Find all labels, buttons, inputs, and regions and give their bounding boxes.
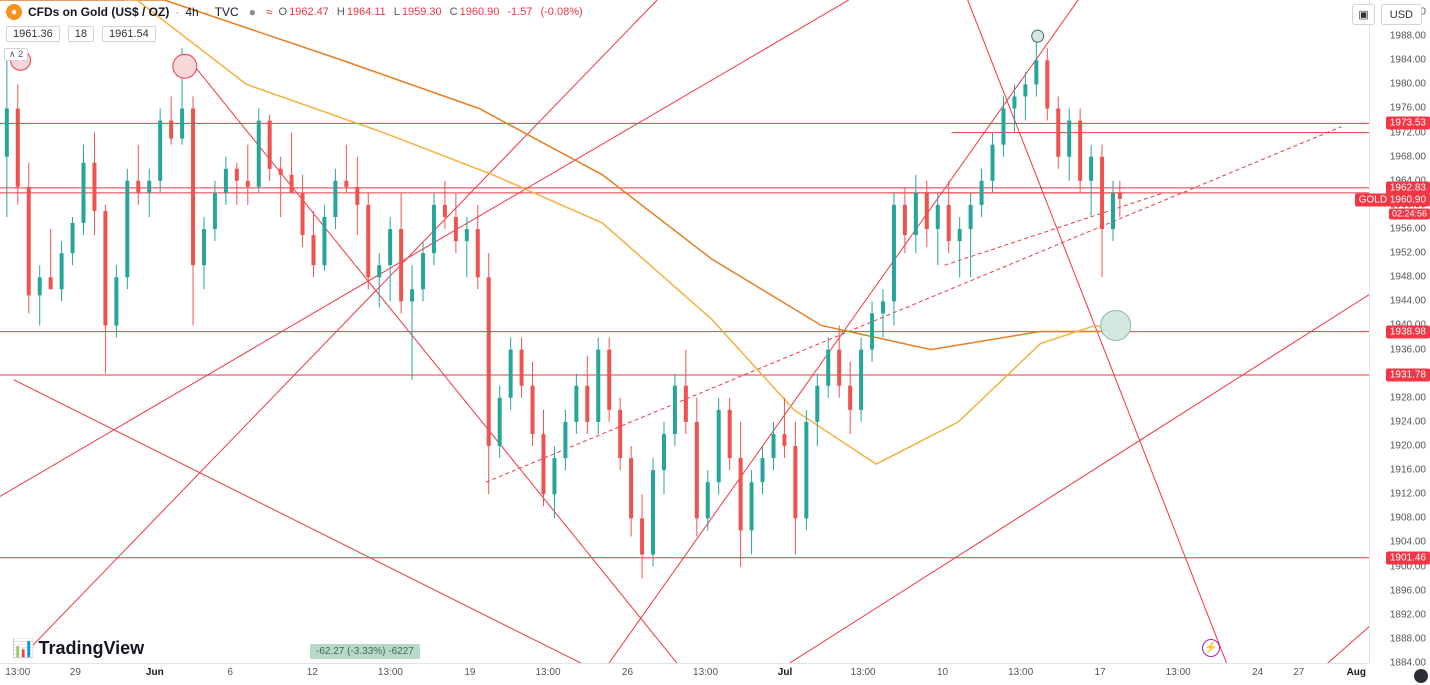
indicator-badge: -62.27 (-3.33%) -6227 bbox=[310, 644, 420, 659]
ohlc-block: O1962.47 H1964.11 L1959.30 C1960.90 -1.5… bbox=[279, 6, 583, 18]
time-axis[interactable]: 13:0029Jun61213:001913:002613:00Jul13:00… bbox=[0, 663, 1370, 685]
toolbar-right: ▣ USD bbox=[1352, 4, 1422, 25]
chart-header: ● CFDs on Gold (US$ / OZ) · 4h · TVC ● ≈… bbox=[6, 4, 583, 20]
camera-icon[interactable]: ▣ bbox=[1352, 4, 1374, 25]
symbol-title[interactable]: CFDs on Gold (US$ / OZ) bbox=[28, 5, 169, 19]
provider: TVC bbox=[215, 5, 239, 19]
sub-indicator-values: 1961.36 18 1961.54 bbox=[6, 26, 156, 42]
currency-select[interactable]: USD bbox=[1381, 4, 1422, 25]
chart-area[interactable] bbox=[0, 0, 1370, 663]
flash-icon[interactable]: ⚡ bbox=[1202, 639, 1220, 657]
price-axis[interactable]: 1884.001888.001892.001896.001900.001904.… bbox=[1370, 0, 1430, 663]
interval[interactable]: 4h bbox=[185, 5, 198, 19]
tradingview-watermark: 📊 TradingView bbox=[12, 638, 144, 659]
chart-canvas bbox=[0, 0, 1369, 663]
collapse-icon[interactable]: ∧ 2 bbox=[4, 48, 28, 61]
gold-symbol-icon: ● bbox=[6, 4, 22, 20]
corner-settings-icon[interactable] bbox=[1414, 669, 1428, 683]
